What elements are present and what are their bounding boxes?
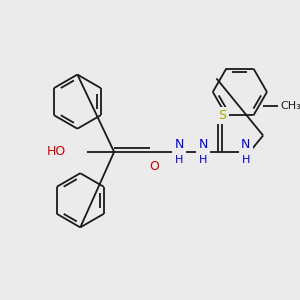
Text: N: N [174,138,184,151]
Text: O: O [149,160,159,173]
Text: S: S [218,109,226,122]
Text: N: N [241,138,250,151]
Text: HO: HO [46,146,66,158]
Text: CH₃: CH₃ [280,100,300,110]
Text: H: H [175,155,183,165]
Text: H: H [199,155,207,165]
Text: H: H [242,155,250,165]
Text: N: N [198,138,208,151]
